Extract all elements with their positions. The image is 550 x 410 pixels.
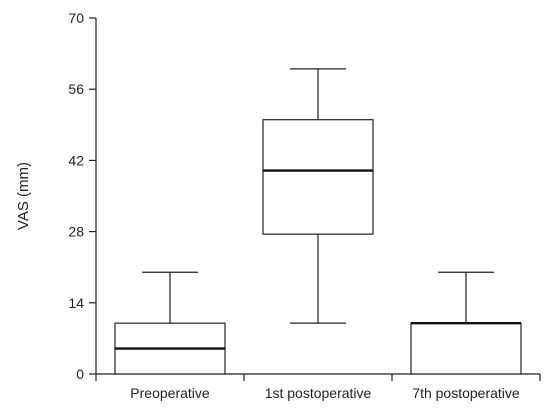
box-2 [262,68,374,324]
x-tick-label: 1st postoperative [265,385,372,401]
y-tick-label: 14 [68,295,84,311]
y-tick-label: 56 [68,81,84,97]
y-tick-label: 42 [68,152,84,168]
x-tick-label: 7th postoperative [412,385,520,401]
box-iqr [262,119,374,235]
x-ticks: Preoperative 1st postoperative 7th postope… [95,374,541,401]
box-3 [410,271,522,375]
y-axis-title: VAS (mm) [15,162,32,230]
boxes [114,68,522,375]
y-tick-label: 70 [68,10,84,26]
x-tick-label: Preoperative [130,385,210,401]
y-ticks: 0 14 28 42 56 70 [68,10,96,382]
box-1 [114,271,226,375]
y-tick-label: 0 [76,366,84,382]
box-iqr [410,322,522,375]
y-tick-label: 28 [68,224,84,240]
